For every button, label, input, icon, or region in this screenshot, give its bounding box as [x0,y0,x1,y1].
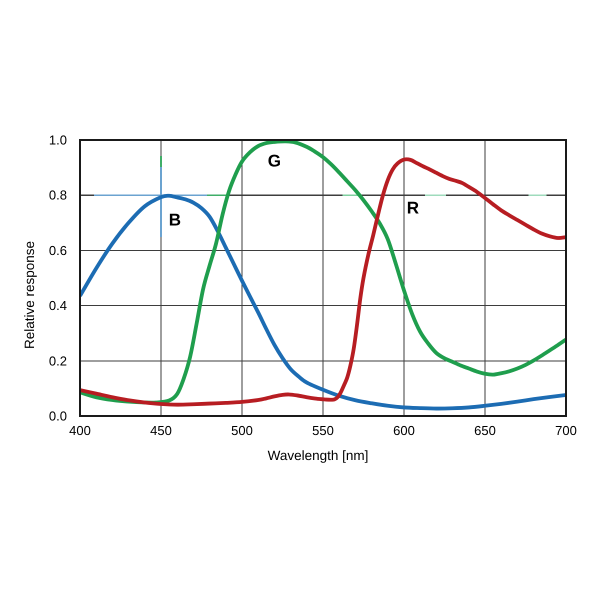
plot-frame [79,139,567,417]
y-tick-label-0.4: 0.4 [49,298,67,313]
x-tick-label-450: 450 [150,423,172,438]
y-axis-tick-labels: 0.0 0.2 0.4 0.6 0.8 1.0 [49,133,67,424]
x-tick-label-500: 500 [231,423,253,438]
x-tick-label-400: 400 [69,423,91,438]
y-tick-label-0.0: 0.0 [49,409,67,424]
curve-r [80,157,566,407]
y-axis-title: Relative response [22,241,37,349]
y-tick-label-0.8: 0.8 [49,188,67,203]
x-tick-label-650: 650 [474,423,496,438]
y-tick-label-0.6: 0.6 [49,243,67,258]
x-axis-tick-labels: 400 450 500 550 600 650 700 [69,423,577,438]
curve-labels: B G R [169,151,419,229]
curve-label-g: G [268,151,281,170]
y-tick-label-0.2: 0.2 [49,353,67,368]
x-tick-label-600: 600 [393,423,415,438]
curve-label-r: R [407,199,419,218]
y-tick-label-1.0: 1.0 [49,133,67,148]
x-tick-label-550: 550 [312,423,334,438]
response-curves [80,140,566,411]
curve-label-b: B [169,210,181,229]
x-tick-label-700: 700 [555,423,577,438]
curve-b [80,193,566,411]
grid-lines [80,140,566,416]
peak-marker-lines [93,156,547,238]
x-axis-title: Wavelength [nm] [268,448,369,463]
curve-g [80,140,566,405]
